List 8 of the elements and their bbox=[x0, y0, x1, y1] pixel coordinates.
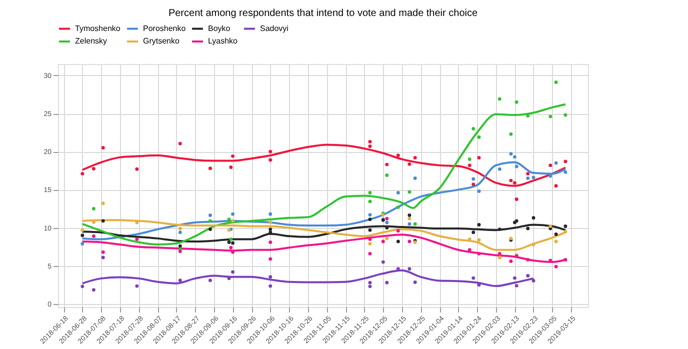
legend-label: Grytsenko bbox=[143, 36, 180, 46]
legend-label: Zelensky bbox=[75, 36, 108, 46]
legend-label: Sadovyi bbox=[260, 24, 289, 33]
chart-title: Percent among respondents that intend to vote and made their choice bbox=[168, 8, 478, 19]
legend-label: Poroshenko bbox=[143, 24, 186, 33]
legend-label: Boyko bbox=[208, 24, 231, 33]
legend-label: Lyashko bbox=[208, 36, 238, 46]
legend-label: Tymoshenko bbox=[75, 24, 121, 33]
